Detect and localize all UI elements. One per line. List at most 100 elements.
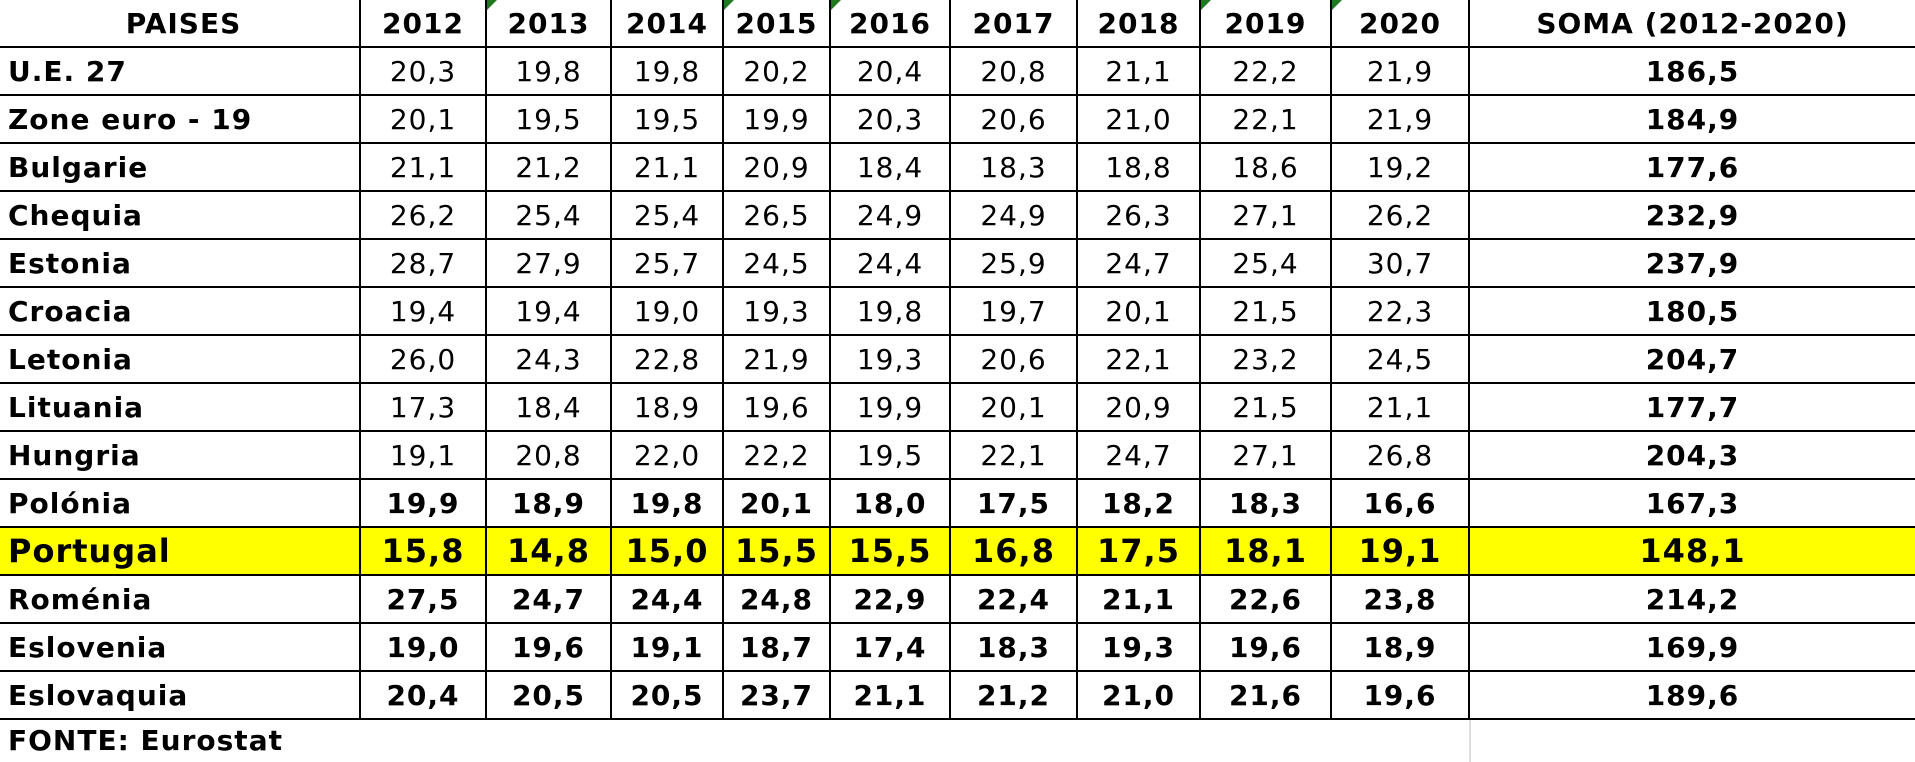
- table-row: Bulgarie 21,1 21,2 21,1 20,9 18,4 18,3 18,8 18,6…: [0, 142, 1915, 192]
- table-row: Hungria 19,1 20,8 22,0 22,2 19,5 22,1 24,7 27,1 2…: [0, 430, 1915, 480]
- header-cell: 2020: [1330, 0, 1470, 48]
- table-row: Estonia 28,7 27,9 25,7 24,5 24,4 25,9 24,7 25,4 3…: [0, 238, 1915, 288]
- value-cell: 25,4: [610, 190, 724, 240]
- value-cell: 20,8: [949, 46, 1078, 96]
- value-cell: 26,2: [1330, 190, 1470, 240]
- value-cell: 19,4: [485, 286, 612, 336]
- table-row: Zone euro - 19 20,1 19,5 19,5 19,9 20,3 20,6 21…: [0, 94, 1915, 144]
- value-cell: 23,7: [722, 670, 831, 720]
- value-cell: 19,6: [722, 382, 831, 432]
- value-cell: 21,1: [610, 142, 724, 192]
- header-cell: SOMA (2012-2020): [1468, 0, 1915, 48]
- value-cell: 27,1: [1199, 430, 1332, 480]
- sum-cell: 232,9: [1468, 190, 1915, 240]
- value-cell: 20,8: [485, 430, 612, 480]
- value-cell: 20,9: [722, 142, 831, 192]
- table-row: Portugal 15,8 14,8 15,0 15,5 15,5 16,8 17,5 18,1…: [0, 526, 1915, 576]
- value-cell: 19,5: [829, 430, 951, 480]
- value-cell: 24,8: [722, 574, 831, 624]
- value-cell: 19,1: [1330, 526, 1470, 576]
- value-cell: 20,4: [359, 670, 487, 720]
- value-cell: 22,9: [829, 574, 951, 624]
- value-cell: 19,3: [722, 286, 831, 336]
- data-table: PAISES 2012 2013 2014 2015 2016 2017 2018 2019 20…: [0, 0, 1915, 720]
- value-cell: 24,4: [610, 574, 724, 624]
- header-cell: 2014: [610, 0, 724, 48]
- value-cell: 19,6: [1199, 622, 1332, 672]
- country-cell: Roménia: [0, 574, 361, 624]
- value-cell: 20,6: [949, 94, 1078, 144]
- value-cell: 19,8: [610, 46, 724, 96]
- value-cell: 21,1: [1330, 382, 1470, 432]
- value-cell: 20,4: [829, 46, 951, 96]
- value-cell: 20,3: [359, 46, 487, 96]
- header-cell: 2017: [949, 0, 1078, 48]
- value-cell: 18,9: [610, 382, 724, 432]
- value-cell: 20,5: [610, 670, 724, 720]
- value-cell: 20,1: [1076, 286, 1201, 336]
- value-cell: 18,0: [829, 478, 951, 528]
- sum-cell: 184,9: [1468, 94, 1915, 144]
- source-note: FONTE: Eurostat: [0, 720, 1915, 762]
- value-cell: 24,3: [485, 334, 612, 384]
- value-cell: 18,4: [829, 142, 951, 192]
- value-cell: 15,5: [829, 526, 951, 576]
- table-row: Eslovaquia 20,4 20,5 20,5 23,7 21,1 21,2 21,0 21…: [0, 670, 1915, 720]
- value-cell: 18,6: [1199, 142, 1332, 192]
- value-cell: 27,1: [1199, 190, 1332, 240]
- value-cell: 22,4: [949, 574, 1078, 624]
- value-cell: 21,1: [359, 142, 487, 192]
- value-cell: 22,1: [949, 430, 1078, 480]
- header-cell: PAISES: [0, 0, 361, 48]
- value-cell: 26,8: [1330, 430, 1470, 480]
- table-row: Croacia 19,4 19,4 19,0 19,3 19,8 19,7 20,1 21,5 2…: [0, 286, 1915, 336]
- value-cell: 22,6: [1199, 574, 1332, 624]
- country-cell: Polónia: [0, 478, 361, 528]
- value-cell: 22,0: [610, 430, 724, 480]
- value-cell: 18,9: [1330, 622, 1470, 672]
- sum-cell: 237,9: [1468, 238, 1915, 288]
- sum-cell: 204,7: [1468, 334, 1915, 384]
- value-cell: 20,3: [829, 94, 951, 144]
- value-cell: 24,5: [1330, 334, 1470, 384]
- value-cell: 19,0: [359, 622, 487, 672]
- value-cell: 22,1: [1076, 334, 1201, 384]
- country-cell: Eslovaquia: [0, 670, 361, 720]
- value-cell: 24,7: [1076, 430, 1201, 480]
- header-cell: 2019: [1199, 0, 1332, 48]
- value-cell: 20,1: [722, 478, 831, 528]
- value-cell: 18,1: [1199, 526, 1332, 576]
- country-cell: Eslovenia: [0, 622, 361, 672]
- country-cell: Hungria: [0, 430, 361, 480]
- table-row: Roménia 27,5 24,7 24,4 24,8 22,9 22,4 21,1 22,6 2…: [0, 574, 1915, 624]
- table-row: Polónia 19,9 18,9 19,8 20,1 18,0 17,5 18,2 18,3 1…: [0, 478, 1915, 528]
- value-cell: 20,6: [949, 334, 1078, 384]
- header-cell: 2015: [722, 0, 831, 48]
- value-cell: 19,4: [359, 286, 487, 336]
- sum-cell: 148,1: [1468, 526, 1915, 576]
- country-cell: Zone euro - 19: [0, 94, 361, 144]
- country-cell: Croacia: [0, 286, 361, 336]
- value-cell: 19,3: [829, 334, 951, 384]
- value-cell: 19,9: [359, 478, 487, 528]
- country-cell: Chequia: [0, 190, 361, 240]
- sum-cell: 189,6: [1468, 670, 1915, 720]
- value-cell: 19,9: [722, 94, 831, 144]
- value-cell: 15,8: [359, 526, 487, 576]
- country-cell: Estonia: [0, 238, 361, 288]
- value-cell: 18,3: [949, 142, 1078, 192]
- header-cell: 2018: [1076, 0, 1201, 48]
- value-cell: 21,9: [722, 334, 831, 384]
- table-row: U.E. 27 20,3 19,8 19,8 20,2 20,4 20,8 21,1 22,2 2…: [0, 46, 1915, 96]
- value-cell: 19,6: [485, 622, 612, 672]
- value-cell: 23,2: [1199, 334, 1332, 384]
- value-cell: 24,9: [949, 190, 1078, 240]
- sum-cell: 180,5: [1468, 286, 1915, 336]
- value-cell: 22,8: [610, 334, 724, 384]
- sum-cell: 167,3: [1468, 478, 1915, 528]
- value-cell: 16,6: [1330, 478, 1470, 528]
- country-cell: Lituania: [0, 382, 361, 432]
- value-cell: 18,3: [1199, 478, 1332, 528]
- value-cell: 22,2: [1199, 46, 1332, 96]
